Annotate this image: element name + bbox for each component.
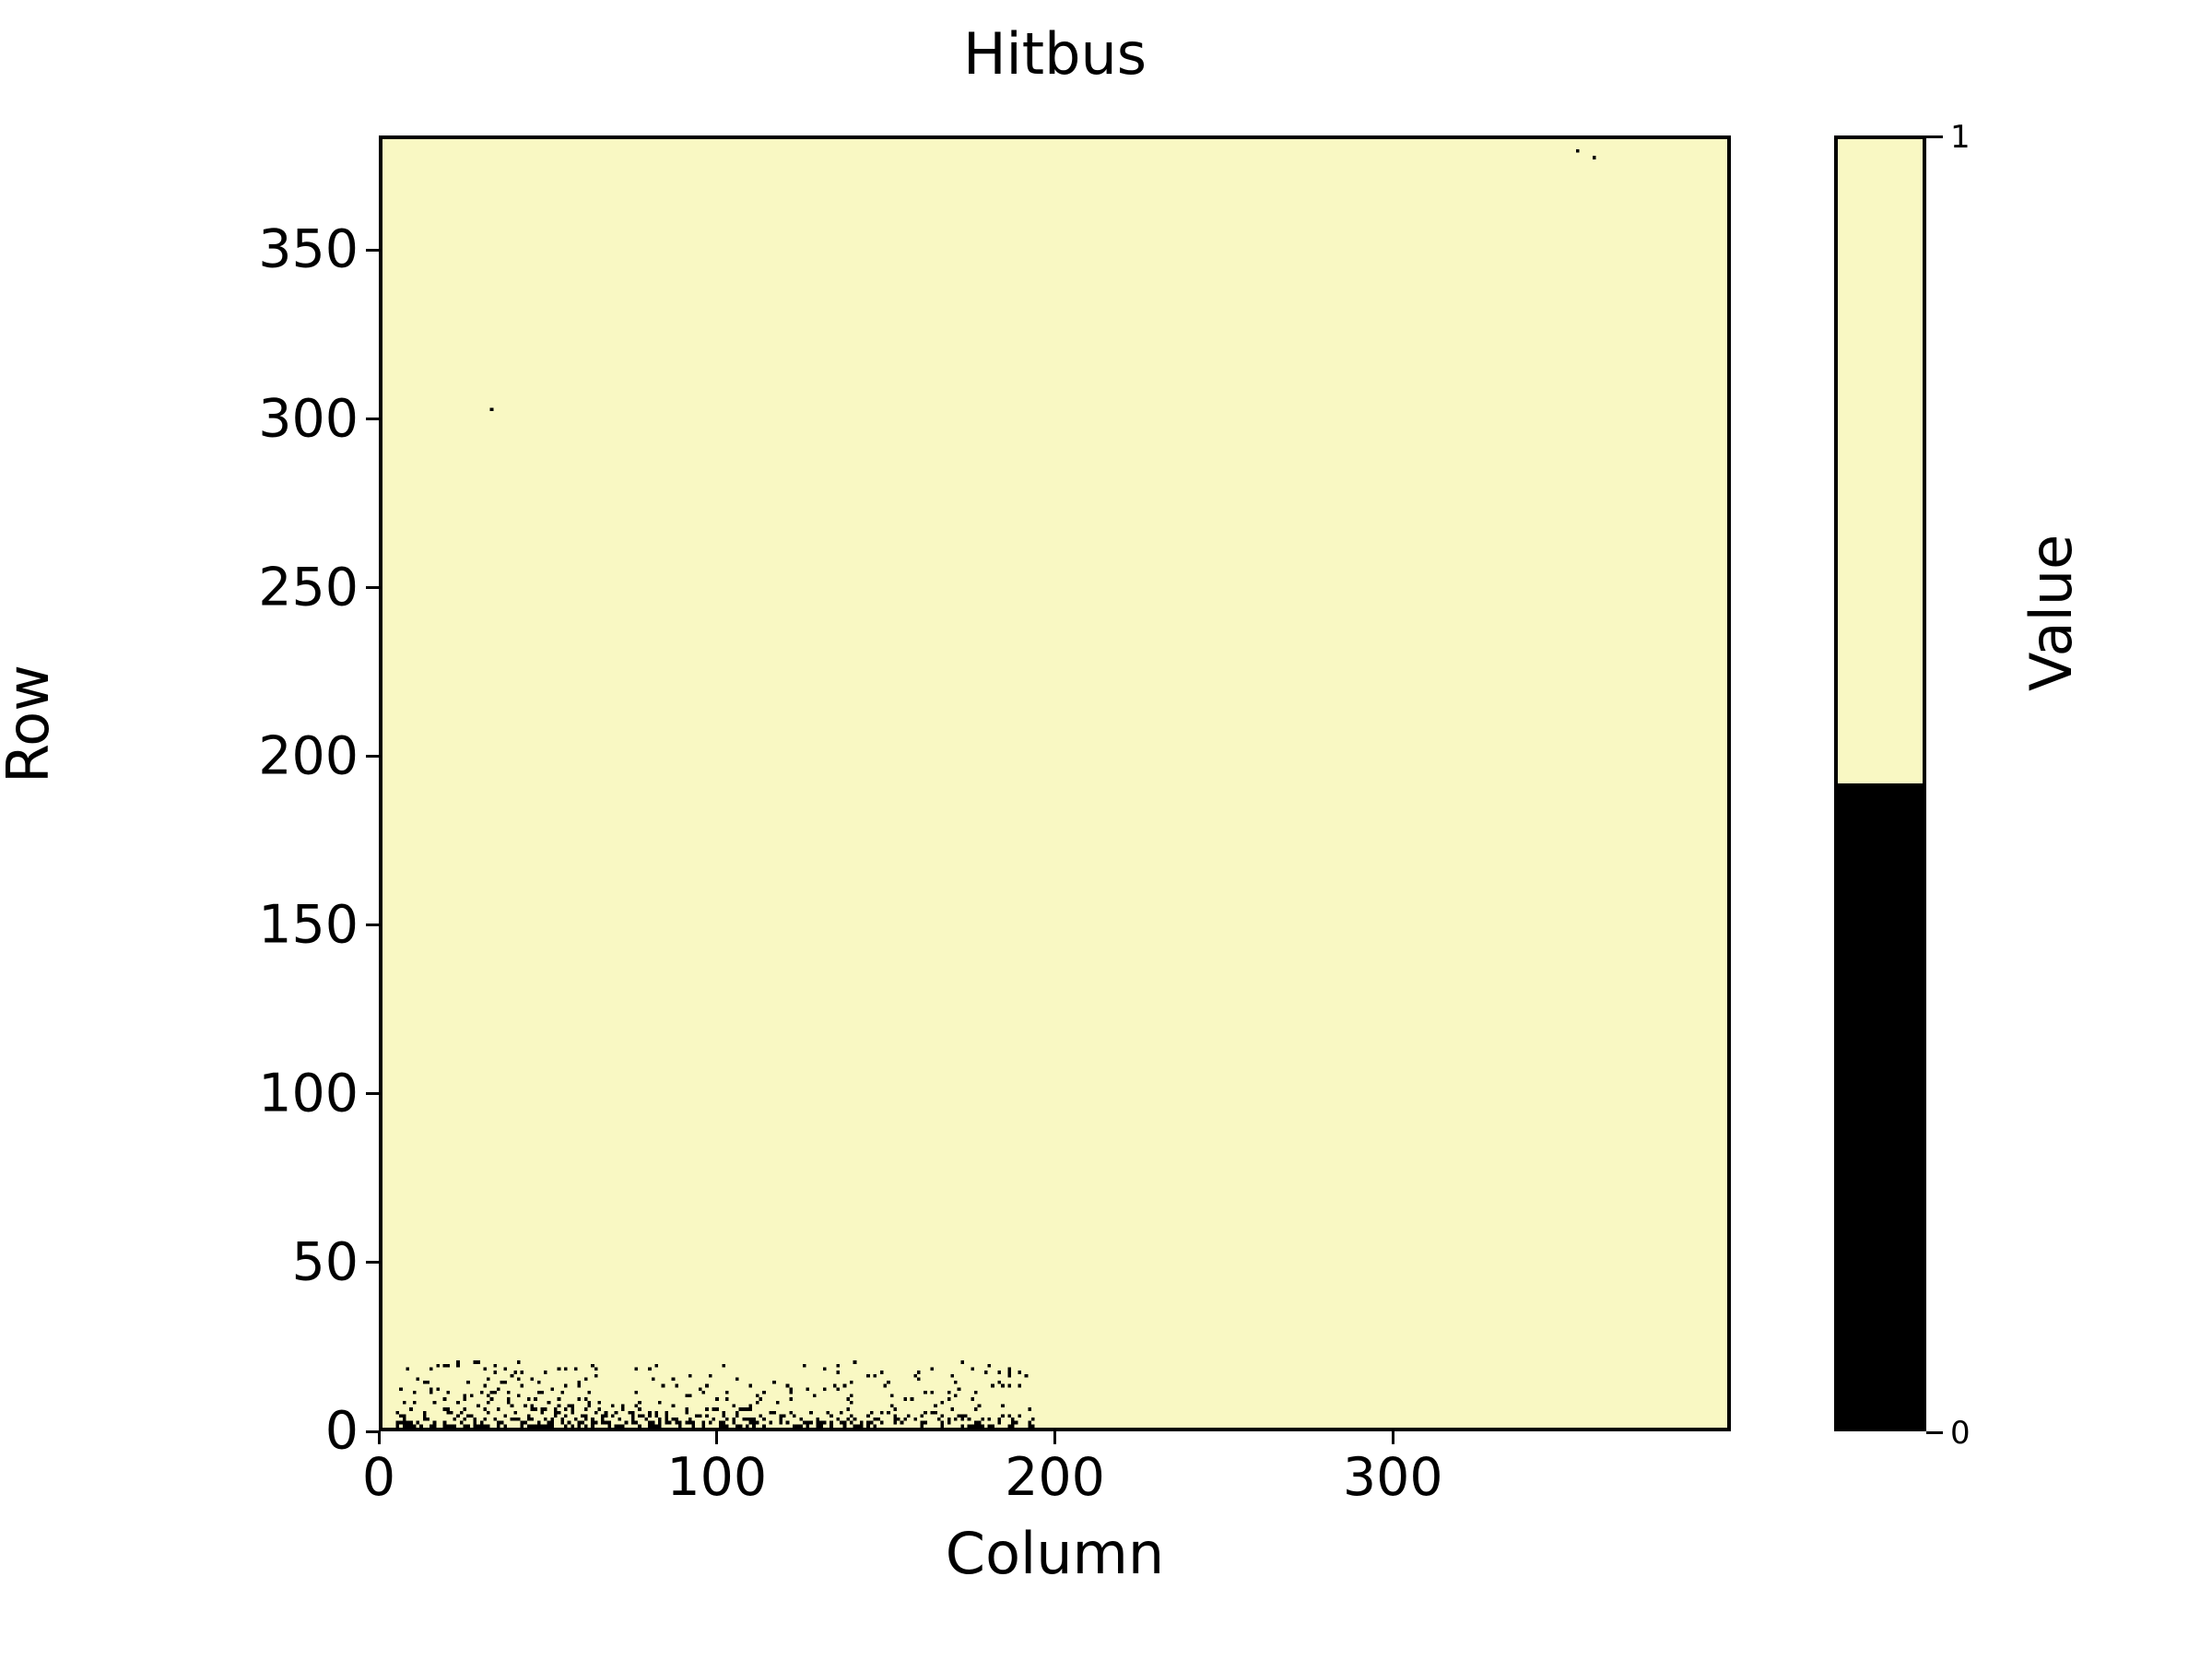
x-tick-mark bbox=[377, 1431, 381, 1444]
colorbar-tick-label-bottom: 0 bbox=[1950, 1415, 1971, 1452]
x-tick-label: 200 bbox=[1005, 1447, 1105, 1508]
x-tick-label: 100 bbox=[666, 1447, 768, 1508]
y-tick-mark bbox=[366, 1261, 379, 1265]
y-tick-mark bbox=[366, 1092, 379, 1096]
x-axis-label: Column bbox=[945, 1520, 1165, 1587]
x-tick-label: 300 bbox=[1342, 1447, 1443, 1508]
y-tick-label: 100 bbox=[258, 1063, 359, 1124]
y-tick-label: 0 bbox=[324, 1400, 359, 1462]
heatmap-plot-area[interactable] bbox=[379, 135, 1731, 1431]
x-tick-label: 0 bbox=[361, 1447, 396, 1508]
y-tick-mark bbox=[366, 1430, 379, 1433]
y-axis-label: Row bbox=[0, 665, 62, 783]
y-tick-mark bbox=[366, 248, 379, 252]
y-tick-label: 350 bbox=[258, 218, 359, 280]
y-tick-mark bbox=[366, 924, 379, 927]
page-title: Hitbus bbox=[962, 20, 1147, 88]
y-tick-mark bbox=[366, 586, 379, 590]
colorbar-tick-label-top: 1 bbox=[1950, 119, 1971, 156]
colorbar-high-segment bbox=[1838, 139, 1923, 783]
colorbar-tick-mark-bottom bbox=[1926, 1431, 1943, 1434]
colorbar-tick-mark-top bbox=[1926, 135, 1943, 138]
heatmap-image bbox=[382, 139, 1727, 1428]
y-tick-mark bbox=[366, 755, 379, 759]
colorbar-label: Value bbox=[2018, 534, 2085, 691]
y-tick-label: 50 bbox=[291, 1231, 359, 1293]
colorbar-low-segment bbox=[1838, 783, 1923, 1428]
x-tick-mark bbox=[1053, 1431, 1056, 1444]
y-tick-label: 300 bbox=[258, 388, 359, 450]
colorbar[interactable] bbox=[1834, 135, 1926, 1431]
y-tick-mark bbox=[366, 418, 379, 421]
x-tick-mark bbox=[1391, 1431, 1394, 1444]
y-tick-label: 250 bbox=[258, 557, 359, 618]
y-tick-label: 150 bbox=[258, 894, 359, 956]
x-tick-mark bbox=[715, 1431, 719, 1444]
y-tick-label: 200 bbox=[258, 725, 359, 787]
